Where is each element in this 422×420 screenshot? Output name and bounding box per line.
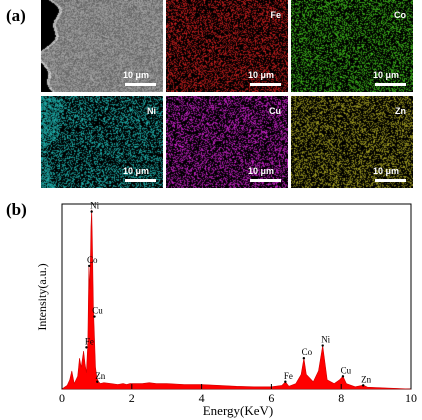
scale-bar-label: 10 μm <box>373 70 400 80</box>
peak-marker <box>90 210 93 213</box>
peak-marker <box>284 380 287 383</box>
peak-annotations: Ni Co Cu Fe Zn Fe Co Ni Cu Zn <box>85 201 372 387</box>
peak-label: Zn <box>95 371 105 381</box>
peak-label: Fe <box>85 336 94 346</box>
element-map-image <box>291 96 413 188</box>
scale-bar <box>250 83 281 86</box>
element-map-image <box>166 96 288 188</box>
scale-bar-label: 10 μm <box>373 166 400 176</box>
element-label: Ni <box>147 106 156 116</box>
peak-label: Cu <box>341 365 352 375</box>
eds-map-tile: Zn 10 μm <box>291 96 413 188</box>
scale-bar <box>375 179 406 182</box>
peak-marker <box>361 384 365 387</box>
peak-marker <box>321 344 324 347</box>
plot-frame <box>61 203 412 390</box>
panel-b-label: (b) <box>6 200 27 219</box>
scale-bar-label: 10 μm <box>248 70 275 80</box>
eds-map-tile: Fe 10 μm <box>166 0 288 92</box>
eds-map-tile: 10 μm <box>41 0 163 92</box>
scale-bar-label: 10 μm <box>123 166 150 176</box>
peak-label: Co <box>87 255 98 265</box>
x-tick-label: 10 <box>405 391 417 405</box>
element-label: Fe <box>270 10 281 20</box>
element-map-image <box>166 0 288 92</box>
x-axis-ticks: 0 2 4 6 8 10 <box>59 384 417 405</box>
scale-bar <box>125 179 156 182</box>
scale-bar <box>125 83 156 86</box>
peak-marker <box>88 264 91 268</box>
x-tick-label: 2 <box>129 391 135 405</box>
peak-label: Fe <box>284 371 293 381</box>
x-tick-label: 6 <box>268 391 274 405</box>
eds-map-tile: Cu 10 μm <box>166 96 288 188</box>
peak-label: Co <box>302 347 313 357</box>
element-label: Cu <box>269 106 281 116</box>
x-tick-label: 8 <box>338 391 344 405</box>
eds-spectrum-chart: 0 2 4 6 8 10 Ni Co Cu Fe Zn Fe Co Ni Cu Zn Energy(KeV)… <box>35 201 417 418</box>
eds-map-tile: Co 10 μm <box>291 0 413 92</box>
scale-bar <box>250 179 281 182</box>
peak-marker <box>93 315 96 318</box>
x-tick-label: 0 <box>59 391 65 405</box>
peak-label: Cu <box>92 306 103 316</box>
peak-label: Zn <box>361 374 371 384</box>
element-label: Co <box>394 10 406 20</box>
spectrum-area <box>61 209 412 390</box>
sem-image <box>41 0 163 92</box>
scale-bar <box>375 83 406 86</box>
eds-map-tile: Ni 10 μm <box>41 96 163 188</box>
scale-bar-label: 10 μm <box>123 70 150 80</box>
y-axis-label: Intensity(a.u.) <box>35 263 49 330</box>
peak-marker <box>85 346 88 349</box>
peak-marker <box>96 380 99 383</box>
x-axis-label: Energy(KeV) <box>203 403 274 418</box>
element-map-image <box>291 0 413 92</box>
peak-marker <box>341 375 345 378</box>
x-tick-label: 4 <box>199 391 205 405</box>
element-label: Zn <box>395 106 406 116</box>
element-map-image <box>41 96 163 188</box>
peak-label: Ni <box>321 335 330 345</box>
peak-marker <box>302 357 306 360</box>
scale-bar-label: 10 μm <box>248 166 275 176</box>
panel-a-label: (a) <box>6 6 26 25</box>
peak-label: Ni <box>90 201 99 211</box>
